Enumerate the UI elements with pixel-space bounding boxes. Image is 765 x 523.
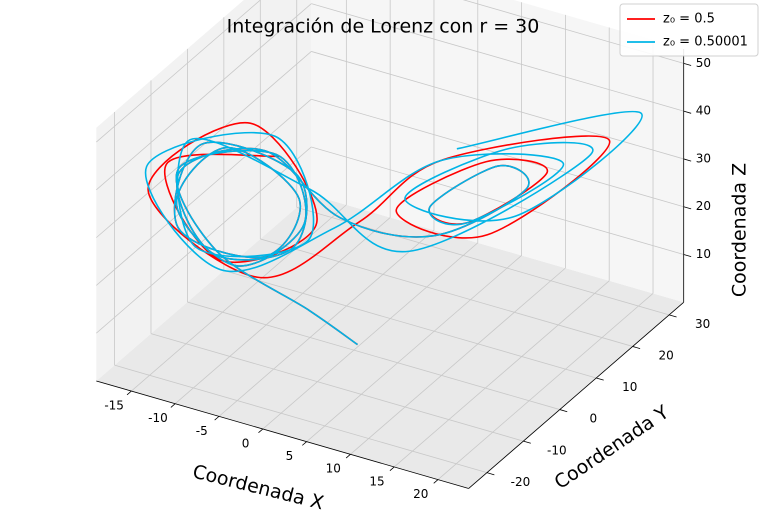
grid-line [306,255,522,442]
grid-line [96,51,312,238]
tick-mark [669,314,677,318]
tick-mark [170,403,176,408]
grid-line [96,98,312,286]
tick-mark [214,416,220,421]
tick-mark [258,428,264,434]
tick-mark [126,390,132,396]
z-tick-label: 10 [696,247,711,261]
tick-mark [683,62,692,66]
grid-line [311,146,684,255]
y-tick-label: -10 [547,443,567,457]
z-tick-label: 50 [696,56,711,70]
y-tick-label: 0 [589,412,597,426]
grid-line [437,293,654,480]
grid-line [260,238,633,347]
tick-mark [596,377,604,381]
labels: -15 -10 -5 0 5 10 15 20 -20 -10 0 10 20 30 10 20 30 40 50 [104,56,711,501]
tick-mark [345,454,351,459]
grid-line [218,229,435,417]
grid-line [150,333,524,442]
grid-line [174,217,391,405]
legend-label: z₀ = 0.5 [663,12,715,27]
grid-line [114,364,488,474]
tick-mark [683,110,692,114]
x-tick-label: 20 [413,487,428,501]
floor-panel [96,194,684,489]
axis-line [468,301,684,489]
tick-mark [632,346,641,349]
x-tick-label: 0 [242,436,250,450]
tick-mark [389,466,395,471]
x-tick-label: -10 [148,411,168,425]
tick-mark [683,206,692,210]
y-tick-label: 30 [695,317,710,331]
tick-mark [302,441,307,446]
grid-line [311,3,684,112]
x-tick-label: -15 [104,398,124,412]
x-tick-label: 10 [326,462,341,476]
y-tick-label: 20 [659,349,674,363]
z-tick-label: 40 [696,104,711,118]
x-tick-label: -5 [196,424,208,438]
x-tick-label: 15 [369,474,384,488]
grid-line [96,146,312,334]
tick-mark [486,472,495,476]
tick-mark [523,440,531,444]
z-tick-label: 20 [696,199,711,213]
lines [144,110,643,346]
grid-line [311,51,684,160]
series-line [144,110,643,346]
legend-box [619,3,759,57]
tick-mark [683,158,692,162]
grid-line [262,242,479,430]
y-axis-label: Coordenada Y [551,401,674,494]
grid-line [311,98,684,208]
y-tick-label: -20 [511,475,531,489]
tick-mark [559,409,568,413]
grid-line [96,3,312,191]
z-axis-label: Coordenada Z [729,163,751,297]
x-tick-label: 5 [286,449,294,463]
grid-line [393,280,610,468]
y-tick-label: 10 [622,380,637,394]
z-tick-label: 30 [696,151,711,165]
tick-mark [683,254,692,258]
grid-line [350,267,566,455]
legend: z₀ = 0.5 z₀ = 0.50001 [619,3,759,57]
tick-mark [433,479,439,484]
grid-line [187,301,560,410]
axis-line [96,380,469,489]
legend-label: z₀ = 0.50001 [663,35,748,50]
grid-line [223,270,597,379]
chart-title: Integración de Lorenz con r = 30 [227,16,540,38]
x-axis-label: Coordenada X [190,461,326,515]
grid-line [96,0,261,143]
